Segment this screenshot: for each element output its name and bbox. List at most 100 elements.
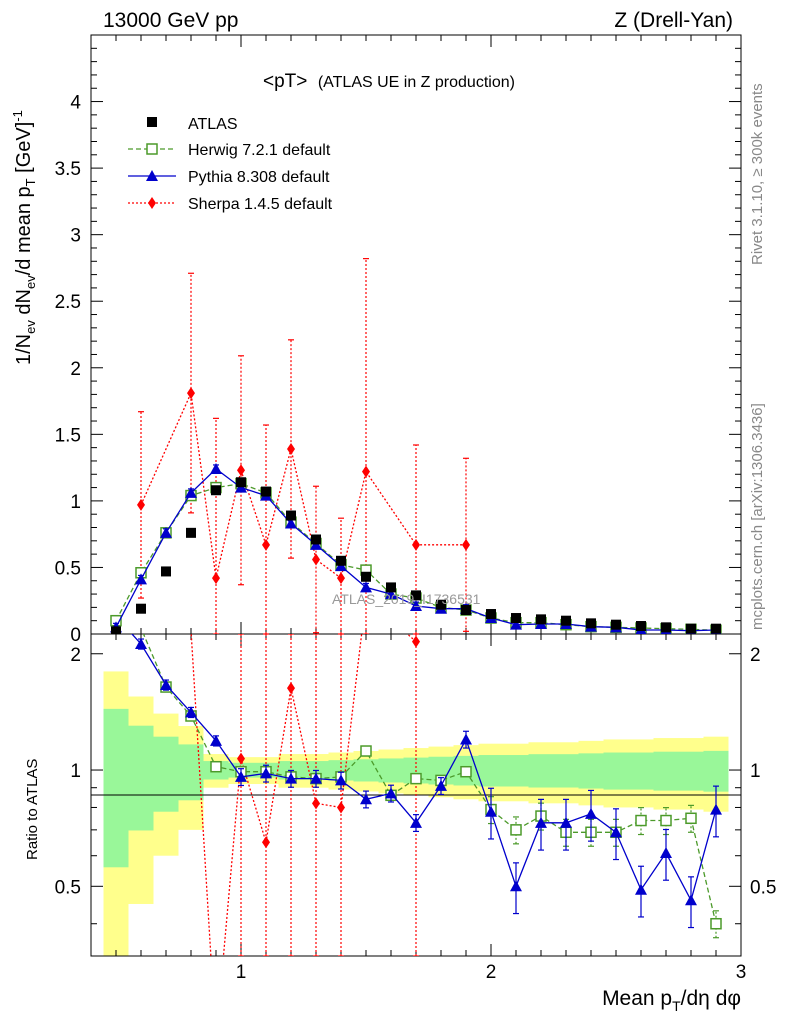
pythia-marker bbox=[285, 517, 297, 529]
pythia-ratio-marker bbox=[535, 816, 547, 828]
atlas-marker bbox=[561, 615, 571, 626]
ylabel-part-3: dN bbox=[13, 289, 35, 320]
pythia-ratio-marker bbox=[660, 846, 672, 858]
atlas-marker bbox=[536, 614, 546, 625]
pythia-marker bbox=[160, 526, 172, 538]
atlas-marker bbox=[236, 477, 246, 488]
plot-title-main: <pT> bbox=[263, 71, 307, 92]
sherpa-ratio-marker bbox=[287, 682, 295, 695]
sherpa-marker bbox=[212, 572, 220, 585]
plot-title-sub: (ATLAS UE in Z production) bbox=[318, 74, 515, 91]
x-axis-label: Mean pT/dη dφ bbox=[602, 987, 741, 1014]
plot-title: <pT> (ATLAS UE in Z production) bbox=[263, 71, 515, 92]
y-tick-label: 2.5 bbox=[55, 292, 81, 313]
band-green bbox=[153, 736, 179, 812]
header-energy-label: 13000 GeV pp bbox=[103, 9, 238, 32]
pythia-ratio-marker bbox=[485, 805, 497, 817]
ratio-y-axis-label: Ratio to ATLAS bbox=[24, 759, 41, 860]
band-green bbox=[678, 751, 704, 791]
pythia-marker bbox=[185, 486, 197, 498]
y-tick-label: 2 bbox=[70, 359, 81, 380]
ylabel-part-2: ev bbox=[23, 320, 38, 334]
legend-pythia-marker bbox=[146, 170, 158, 181]
atlas-marker bbox=[361, 571, 371, 582]
ratio-tick-label-left: 2 bbox=[70, 645, 81, 666]
sherpa-marker bbox=[362, 465, 370, 478]
pythia-ratio-marker bbox=[310, 772, 322, 784]
y-tick-label: 1.5 bbox=[55, 425, 81, 446]
xlabel-part-2: T bbox=[672, 998, 681, 1014]
ratio-tick-label-left: 0.5 bbox=[55, 877, 81, 898]
band-green bbox=[478, 755, 504, 787]
pythia-ratio-marker bbox=[685, 894, 697, 906]
atlas-marker bbox=[586, 618, 596, 629]
sherpa-ratio-line bbox=[190, 634, 417, 956]
atlas-marker bbox=[186, 527, 196, 538]
legend-herwig-marker bbox=[146, 143, 158, 155]
herwig-ratio-marker bbox=[660, 814, 672, 827]
sherpa-marker bbox=[137, 498, 145, 511]
y-tick-label: 4 bbox=[70, 93, 81, 114]
atlas-marker bbox=[136, 603, 146, 614]
pythia-ratio-marker bbox=[560, 816, 572, 828]
main-plot-series bbox=[110, 258, 722, 634]
band-green bbox=[628, 752, 654, 790]
pythia-marker bbox=[510, 618, 522, 630]
atlas-marker bbox=[336, 555, 346, 566]
band-green bbox=[378, 758, 404, 783]
herwig-ratio-marker bbox=[410, 772, 422, 785]
ratio-tick-label-right: 1 bbox=[750, 761, 761, 782]
pythia-marker bbox=[135, 573, 147, 585]
atlas-marker bbox=[436, 599, 446, 610]
atlas-marker bbox=[111, 626, 121, 634]
pythia-ratio-marker bbox=[210, 734, 222, 746]
atlas-marker bbox=[261, 486, 271, 497]
herwig-ratio-marker bbox=[360, 745, 372, 757]
sherpa-marker bbox=[262, 538, 270, 551]
y-tick-label: 3 bbox=[70, 226, 81, 247]
atlas-marker bbox=[636, 621, 646, 632]
atlas-marker bbox=[611, 619, 621, 630]
ylabel-part-5: /d mean p bbox=[13, 186, 35, 275]
pythia-ratio-marker bbox=[160, 679, 172, 691]
herwig-ratio-marker bbox=[210, 760, 222, 773]
sherpa-ratio-marker bbox=[337, 801, 345, 814]
sherpa-marker bbox=[412, 538, 420, 551]
pythia-ratio-marker bbox=[460, 733, 472, 745]
atlas-marker bbox=[461, 605, 471, 616]
legend-atlas-marker bbox=[147, 117, 157, 127]
ylabel-part-7: [GeV] bbox=[13, 122, 35, 179]
atlas-marker bbox=[486, 609, 496, 620]
band-green bbox=[553, 754, 579, 788]
legend-sherpa-marker bbox=[148, 197, 156, 209]
atlas-marker bbox=[711, 623, 721, 634]
atlas-marker bbox=[511, 613, 521, 624]
pythia-ratio-marker bbox=[360, 793, 372, 805]
x-tick-label: 3 bbox=[736, 962, 747, 983]
ratio-tick-label-left: 1 bbox=[70, 761, 81, 782]
legend-herwig-label: Herwig 7.2.1 default bbox=[188, 142, 331, 159]
y-tick-label: 3.5 bbox=[55, 159, 81, 180]
pythia-ratio-marker bbox=[435, 779, 447, 791]
pythia-ratio-marker bbox=[135, 637, 147, 649]
band-green bbox=[503, 755, 529, 787]
ylabel-part-8: -1 bbox=[10, 110, 25, 122]
band-green bbox=[653, 751, 679, 791]
pythia-marker bbox=[360, 581, 372, 593]
pythia-ratio-marker bbox=[610, 826, 622, 838]
pythia-ratio-marker bbox=[710, 803, 722, 815]
sherpa-marker bbox=[337, 572, 345, 585]
legend-sherpa-label: Sherpa 1.4.5 default bbox=[188, 196, 333, 213]
atlas-marker bbox=[386, 582, 396, 593]
pythia-ratio-marker bbox=[185, 706, 197, 718]
band-green bbox=[578, 753, 604, 789]
band-green bbox=[353, 759, 379, 782]
y-tick-label: 0 bbox=[70, 625, 81, 646]
atlas-marker bbox=[686, 623, 696, 634]
herwig-ratio-marker bbox=[685, 812, 697, 825]
ratio-tick-label-right: 2 bbox=[750, 645, 761, 666]
sherpa-marker bbox=[287, 442, 295, 455]
band-green bbox=[128, 725, 154, 831]
pythia-ratio-marker bbox=[585, 807, 597, 819]
